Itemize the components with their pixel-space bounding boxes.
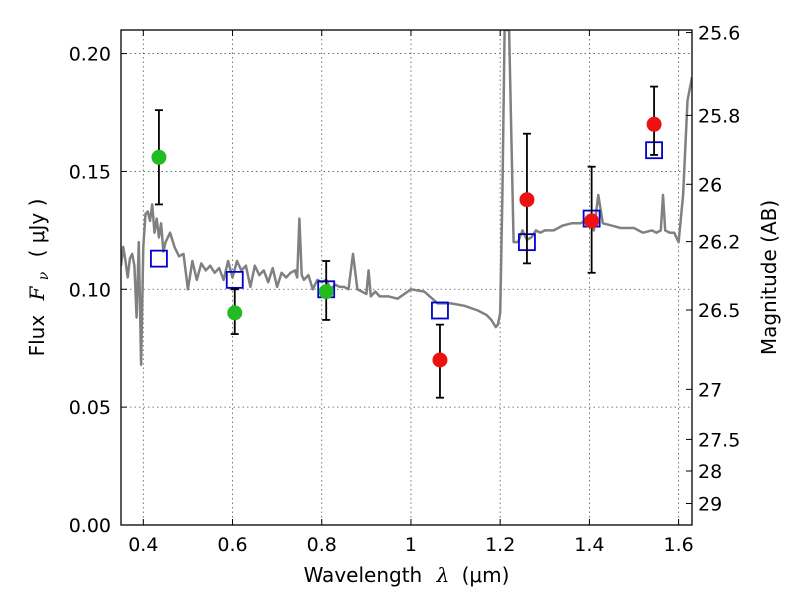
green-data-point — [318, 284, 334, 300]
right-axis-label: Magnitude (AB) — [757, 200, 781, 355]
y-tick-label: 0.10 — [69, 279, 111, 301]
ticks: 0.4 0.6 0.8 1 1.2 1.4 1.6 0.00 0.05 0.10 0.15 0.20 2… — [69, 23, 741, 556]
x-axis-label-prefix: Wavelength — [304, 563, 423, 587]
red-data-point — [646, 116, 662, 132]
red-data-point — [519, 192, 535, 208]
right-tick-label: 27 — [698, 379, 722, 401]
right-tick-label: 25.8 — [698, 105, 740, 127]
y-tick-label: 0.00 — [69, 515, 111, 537]
x-tick-label: 1.4 — [574, 534, 604, 556]
y-axis-label-prefix: Flux — [25, 315, 49, 357]
x-axis-label-unit: (μm) — [462, 563, 510, 587]
x-tick-label: 1.2 — [485, 534, 515, 556]
right-tick-label: 29 — [698, 494, 722, 516]
y-axis-label-unit: ( μJy ) — [25, 199, 49, 258]
y-axis-label-subscript: ν — [36, 271, 52, 280]
x-axis-label: Wavelength λ (μm) — [304, 563, 510, 587]
x-tick-label: 1.6 — [664, 534, 694, 556]
red-data-point — [432, 352, 448, 368]
x-tick-label: 0.6 — [217, 534, 247, 556]
model-spectrum-line — [121, 30, 692, 366]
right-tick-label: 26.5 — [698, 300, 740, 322]
model-square-point — [150, 249, 168, 268]
y-axis-label-symbol: F — [25, 285, 49, 301]
plot-content — [121, 30, 692, 399]
right-tick-label: 28 — [698, 461, 722, 483]
red-data-point — [584, 213, 600, 229]
grid — [121, 30, 692, 525]
plot-frame — [120, 29, 693, 526]
x-tick-label: 1 — [405, 534, 417, 556]
y-tick-label: 0.05 — [69, 397, 111, 419]
model-square-point — [431, 301, 449, 320]
green-data-point — [151, 149, 167, 165]
y-tick-label: 0.20 — [69, 44, 111, 66]
x-axis-label-symbol: λ — [436, 563, 450, 587]
x-tick-label: 0.4 — [128, 534, 158, 556]
right-tick-label: 27.5 — [698, 429, 740, 451]
right-tick-label: 25.6 — [698, 23, 740, 45]
x-tick-label: 0.8 — [307, 534, 337, 556]
y-tick-label: 0.15 — [69, 161, 111, 183]
right-tick-label: 26 — [698, 174, 722, 196]
right-tick-label: 26.2 — [698, 232, 740, 254]
y-axis-label: Flux F ν ( μJy ) — [25, 199, 53, 357]
model-square-point — [225, 270, 244, 289]
green-data-point — [227, 305, 243, 321]
